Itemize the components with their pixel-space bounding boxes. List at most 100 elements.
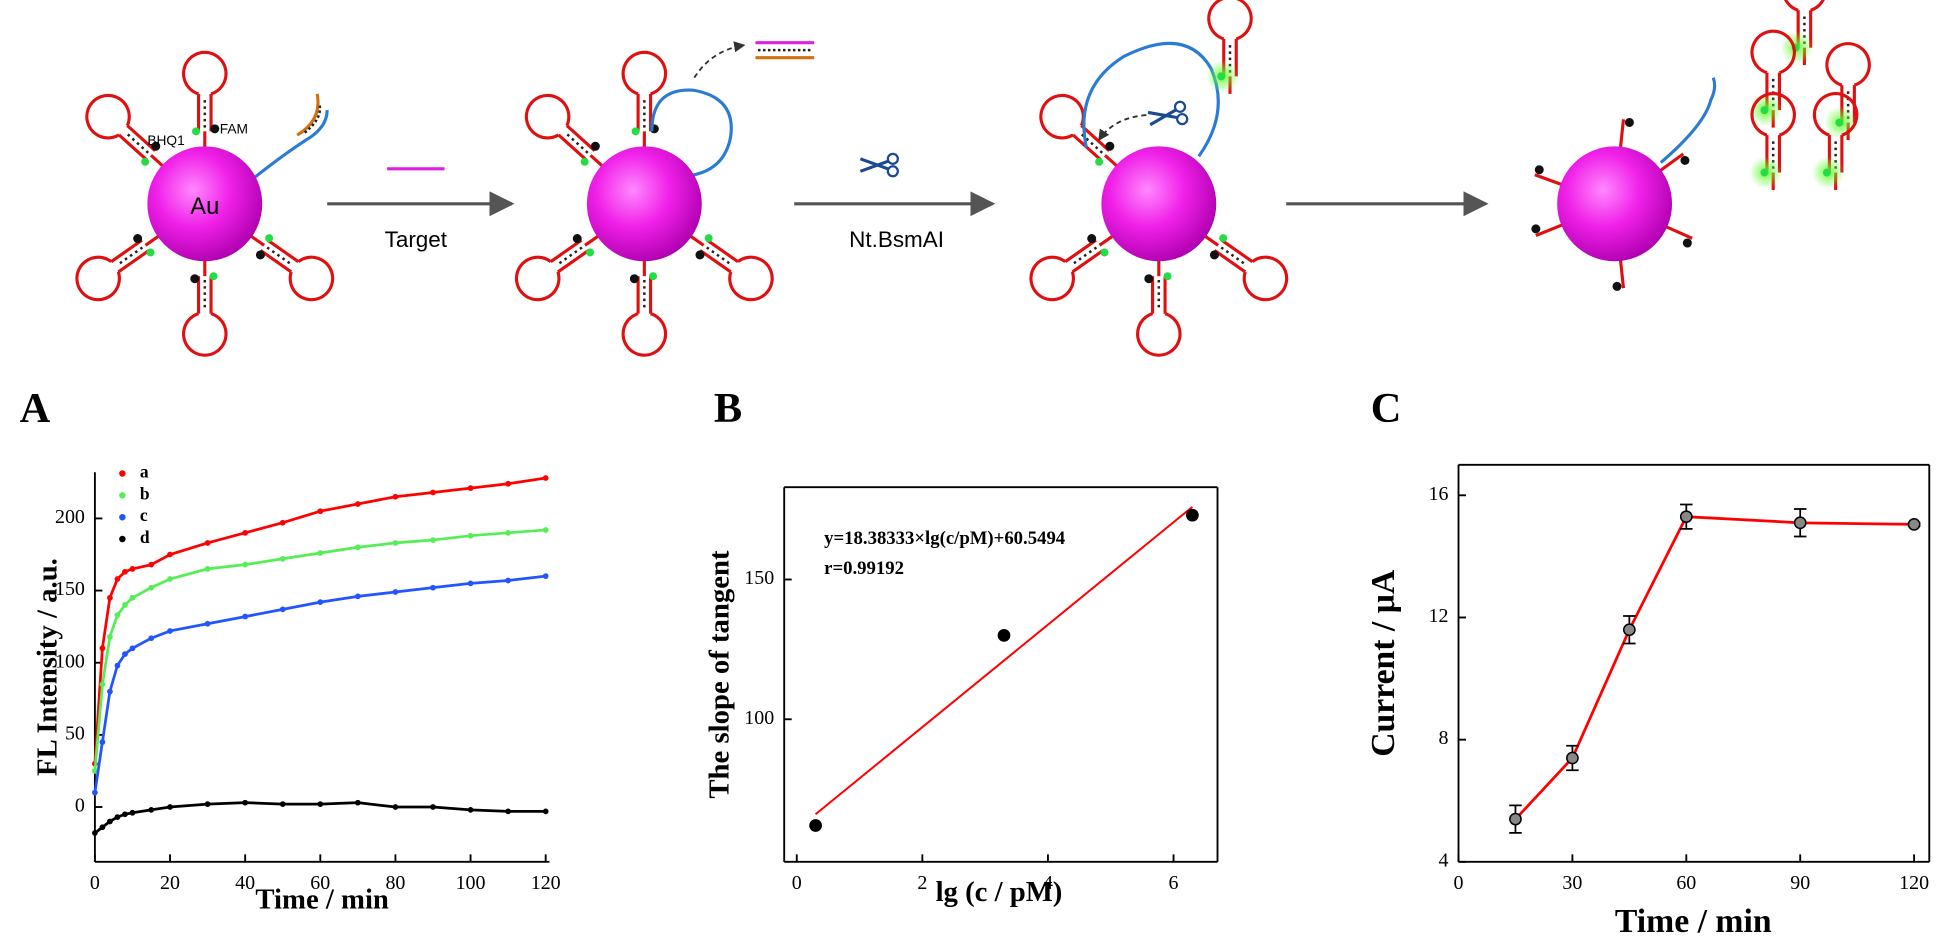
base-pairs [124, 130, 150, 154]
x-tick-label: 120 [1899, 872, 1929, 894]
hairpin [1136, 258, 1182, 357]
data-point [392, 540, 399, 546]
scissors [1147, 100, 1189, 127]
y-tick-label: 4 [1439, 849, 1449, 871]
loop [1039, 93, 1085, 140]
release-arrow [693, 41, 746, 79]
stem [1213, 249, 1247, 274]
data-point [107, 688, 113, 695]
stem [259, 249, 293, 274]
loop [621, 312, 668, 357]
data-point [114, 576, 121, 582]
data-point [279, 606, 286, 613]
panel-label: C [1371, 385, 1402, 432]
fam-dye [209, 272, 218, 281]
hairpin [182, 258, 228, 357]
hairpin [1811, 92, 1859, 191]
data-point [107, 633, 113, 640]
data-point [354, 544, 361, 551]
legend-label: d [140, 527, 150, 547]
stem [699, 249, 732, 274]
fam-dye [265, 234, 274, 243]
data-point [279, 555, 286, 562]
probe-strand [248, 110, 329, 183]
y-axis-title: The slope of tangent [703, 550, 735, 799]
data-point [997, 629, 1011, 642]
data-point [467, 807, 474, 813]
stem [706, 238, 739, 263]
data-point [467, 485, 474, 491]
stem [149, 154, 166, 169]
x-tick-label: 20 [160, 872, 180, 894]
stem [1080, 124, 1111, 152]
blade [1149, 108, 1177, 127]
x-tick-label: 2 [917, 872, 927, 894]
probe-strand [1659, 77, 1717, 164]
loop [75, 255, 121, 302]
step-label: Nt.BsmAI [849, 227, 944, 252]
y-tick-label: 100 [744, 707, 774, 729]
legend-marker [119, 513, 126, 521]
stem [1535, 222, 1565, 238]
quencher [590, 141, 600, 151]
data-point [1509, 812, 1522, 826]
data-point [542, 808, 549, 815]
hairpin [1029, 234, 1115, 302]
data-point [317, 801, 324, 808]
data-point [242, 561, 249, 568]
loop [1781, 0, 1828, 12]
quencher [1531, 224, 1541, 234]
stem [688, 234, 705, 247]
chart: A 0 20 40 60 80 100 120 0 50 100 150 200 Time / min FL… [20, 385, 561, 915]
data-point [392, 493, 399, 500]
chart: C 0 30 60 90 120 4 8 12 16 Time / min Current / μA [1365, 385, 1931, 940]
data-point [204, 801, 211, 808]
step-label: Target [385, 227, 448, 252]
data-point [505, 808, 511, 815]
data-point [1186, 508, 1199, 522]
quencher [572, 234, 582, 244]
stem [1103, 154, 1120, 169]
legend-label: b [140, 483, 150, 503]
base-pairs [706, 246, 734, 267]
stem [266, 238, 300, 263]
scheme: Target Nt.BsmAI Au BHQ1 FAM [75, 0, 1871, 357]
hairpin [182, 50, 228, 149]
data-point [107, 594, 113, 601]
fluorophore-label: FAM [220, 122, 248, 137]
stem [565, 124, 596, 152]
data-point [242, 613, 249, 620]
data-point [92, 768, 98, 774]
loop [288, 255, 335, 302]
x-tick-label: 120 [531, 872, 561, 894]
data-point [99, 681, 106, 688]
series-line [93, 528, 546, 772]
loop [1029, 255, 1075, 302]
stem [126, 124, 157, 152]
base-pairs [1078, 130, 1104, 154]
quencher [1534, 165, 1544, 175]
fam-dye [146, 248, 155, 257]
data-point [279, 801, 286, 808]
loop [1825, 42, 1871, 87]
data-point [129, 645, 136, 652]
loop [621, 50, 668, 96]
fam-dye [1219, 234, 1228, 243]
probe-strand [650, 88, 733, 177]
series-line [93, 476, 546, 764]
data-point [92, 789, 98, 796]
cleaved-stem [1618, 117, 1634, 150]
fam-dye [1760, 106, 1769, 115]
x-tick-label: 100 [456, 872, 486, 894]
fam-dye [1100, 248, 1109, 257]
primer-strand [296, 93, 320, 137]
quencher [255, 250, 265, 260]
data-point [148, 635, 155, 642]
hairpin [1202, 234, 1289, 302]
data-point [1679, 510, 1693, 524]
fam-dye [1835, 118, 1844, 127]
loop [1750, 29, 1796, 75]
fit-line [814, 506, 1194, 816]
nanoparticle-label: Au [190, 194, 219, 220]
stem [1618, 258, 1626, 289]
